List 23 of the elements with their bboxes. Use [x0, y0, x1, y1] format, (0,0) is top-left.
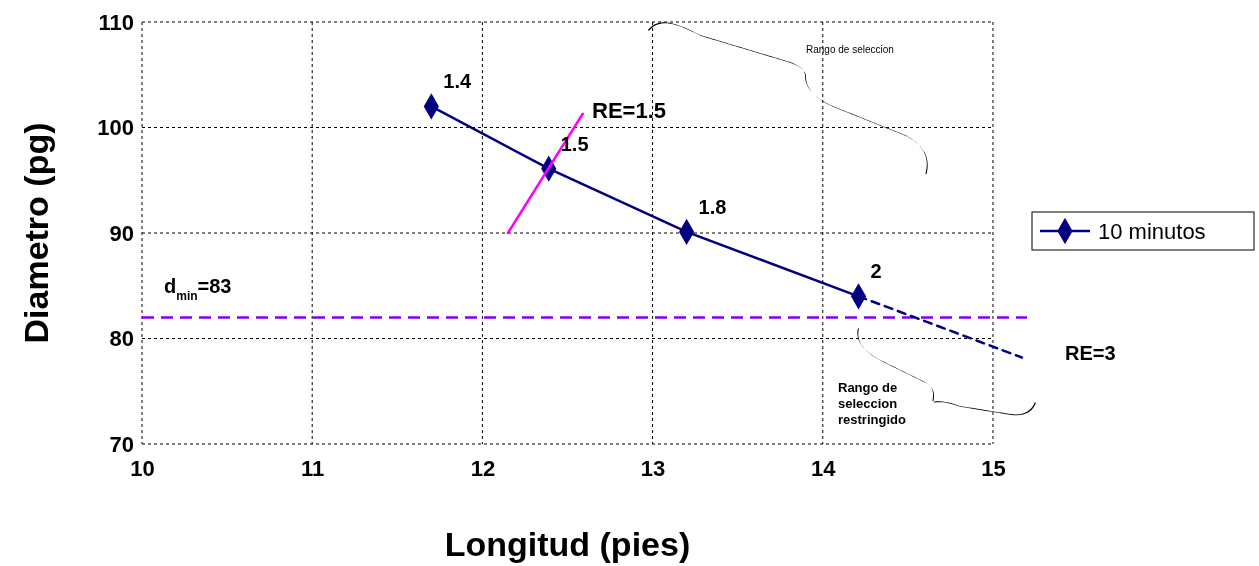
- y-tick-label: 100: [97, 115, 134, 141]
- annotation: 1.5: [560, 132, 589, 155]
- y-axis-title: Diametro (pg): [17, 122, 55, 344]
- x-tick-label: 13: [640, 455, 666, 481]
- annotation: d$_{min}$=83: [164, 275, 232, 303]
- y-tick-label: 110: [98, 9, 134, 35]
- y-tick-label: 90: [109, 220, 134, 246]
- x-tick-label: 14: [811, 455, 837, 481]
- y-tick-label: 70: [109, 431, 134, 457]
- annotation: Rango de seleccion: [806, 44, 894, 55]
- x-tick-label: 15: [981, 455, 1006, 481]
- annotation: 1.4: [443, 70, 473, 93]
- x-tick-label: 11: [301, 455, 325, 481]
- legend-label: 10 minutos: [1098, 219, 1206, 244]
- annotation: 2: [870, 260, 882, 283]
- x-tick-label: 12: [470, 455, 496, 481]
- text: RE=3: [1065, 342, 1116, 364]
- x-axis-title: Longitud (pies): [444, 525, 691, 563]
- annotation: Rango de seleccion restringido: [838, 380, 906, 427]
- y-tick-label: 80: [109, 326, 134, 352]
- annotation: 1.8: [698, 195, 727, 218]
- x-tick-label: 10: [130, 455, 155, 481]
- annotation: RE=1.5: [592, 98, 666, 123]
